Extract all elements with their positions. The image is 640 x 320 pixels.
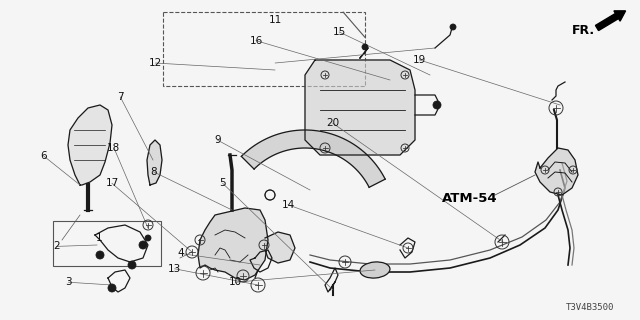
Circle shape	[362, 44, 368, 50]
Polygon shape	[305, 60, 415, 155]
Text: 19: 19	[413, 55, 426, 65]
Circle shape	[108, 284, 116, 292]
Circle shape	[433, 101, 441, 109]
Circle shape	[128, 261, 136, 269]
Circle shape	[96, 251, 104, 259]
FancyArrow shape	[595, 11, 625, 31]
Text: T3V4B3500: T3V4B3500	[566, 303, 614, 313]
Bar	[53, 221, 161, 266]
Text: 9: 9	[214, 135, 221, 145]
Text: 18: 18	[108, 143, 120, 153]
Ellipse shape	[360, 262, 390, 278]
Text: 2: 2	[53, 241, 60, 252]
Text: 10: 10	[229, 277, 242, 287]
Text: 7: 7	[117, 92, 124, 102]
Text: 3: 3	[65, 277, 72, 287]
Text: 5: 5	[220, 178, 226, 188]
Text: 4: 4	[177, 248, 184, 259]
Text: FR.: FR.	[572, 23, 595, 36]
Polygon shape	[198, 208, 268, 280]
Polygon shape	[265, 232, 295, 263]
Text: 1: 1	[96, 233, 102, 244]
Polygon shape	[535, 148, 578, 195]
Polygon shape	[147, 140, 162, 185]
Text: 12: 12	[149, 58, 162, 68]
Text: 11: 11	[269, 15, 282, 25]
Text: 20: 20	[326, 118, 339, 128]
Text: 17: 17	[106, 178, 118, 188]
Circle shape	[139, 241, 147, 249]
Text: ATM-54: ATM-54	[442, 191, 498, 204]
Bar	[163, 12, 365, 86]
Circle shape	[145, 235, 151, 241]
Polygon shape	[241, 130, 385, 187]
Text: 13: 13	[168, 264, 181, 274]
Text: 8: 8	[150, 167, 157, 177]
Text: 15: 15	[333, 27, 346, 37]
Circle shape	[450, 24, 456, 30]
Text: 6: 6	[40, 151, 47, 161]
Text: 14: 14	[282, 200, 294, 210]
Text: 16: 16	[250, 36, 262, 46]
Polygon shape	[68, 105, 112, 185]
